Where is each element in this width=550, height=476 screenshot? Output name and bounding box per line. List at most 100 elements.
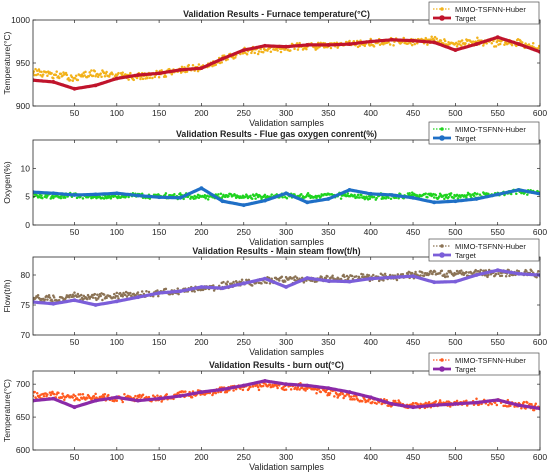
prediction-point — [449, 194, 452, 197]
prediction-point — [530, 269, 533, 273]
legend-label: Target — [455, 14, 477, 23]
prediction-point — [278, 279, 281, 282]
prediction-point — [102, 395, 106, 398]
prediction-point — [64, 71, 68, 75]
prediction-point — [464, 42, 467, 45]
target-point — [516, 42, 521, 46]
legend-label: MIMO-TSFNN-Huber — [455, 356, 526, 365]
prediction-point — [320, 275, 323, 279]
prediction-point — [479, 268, 483, 272]
prediction-point — [527, 43, 531, 46]
prediction-point — [99, 294, 102, 298]
prediction-point — [429, 269, 433, 273]
prediction-point — [476, 36, 479, 40]
prediction-point — [432, 196, 436, 199]
prediction-point — [406, 272, 410, 276]
target-point — [199, 66, 204, 71]
x-axis-label: Validation samples — [249, 237, 324, 247]
prediction-point — [65, 73, 69, 77]
prediction-point — [41, 73, 45, 76]
prediction-point — [279, 50, 283, 54]
prediction-point — [537, 46, 540, 50]
target-point — [495, 268, 500, 273]
prediction-point — [358, 44, 361, 48]
prediction-point — [460, 269, 463, 272]
prediction-point — [360, 193, 363, 197]
prediction-point — [132, 78, 135, 82]
prediction-point — [59, 72, 63, 75]
target-point — [263, 43, 267, 48]
prediction-point — [187, 63, 190, 67]
prediction-point — [372, 45, 376, 48]
target-point — [241, 383, 246, 388]
prediction-point — [298, 41, 301, 45]
x-tick-label: 300 — [279, 452, 293, 462]
prediction-point — [433, 35, 437, 39]
series-group — [33, 378, 540, 412]
x-tick-label: 400 — [364, 337, 378, 347]
chart-panel-1: 50 100 150 200 250 300 350 400 450 500 550 600 900 95… — [2, 1, 547, 128]
prediction-point — [346, 192, 350, 195]
series-target — [33, 268, 540, 307]
prediction-point — [443, 39, 447, 43]
prediction-point — [103, 74, 107, 78]
y-tick-label: 600 — [16, 445, 30, 455]
target-point — [453, 279, 458, 284]
legend-marker-prediction — [440, 127, 444, 131]
prediction-point — [179, 71, 183, 74]
prediction-point — [344, 394, 347, 398]
y-tick-label: 1000 — [11, 15, 30, 25]
prediction-point — [363, 398, 367, 401]
x-tick-label: 150 — [152, 337, 166, 347]
target-point — [495, 192, 500, 197]
prediction-point — [147, 395, 151, 399]
prediction-point — [73, 399, 76, 402]
prediction-point — [33, 390, 36, 394]
prediction-point — [339, 197, 343, 200]
target-point — [33, 190, 35, 195]
prediction-point — [343, 275, 346, 279]
x-tick-label: 500 — [448, 108, 462, 118]
y-tick-label: 0 — [25, 220, 30, 230]
prediction-point — [96, 297, 100, 300]
target-point — [220, 56, 225, 61]
prediction-point — [157, 294, 160, 298]
chart-title: Validation Results - Flue gas oxygen con… — [176, 129, 377, 139]
prediction-point — [295, 276, 299, 280]
chart-panel-3: 50 100 150 200 250 300 350 400 450 500 550 600 70 75 8… — [2, 238, 547, 357]
prediction-point — [329, 46, 333, 50]
prediction-point — [219, 192, 223, 196]
target-point — [432, 200, 437, 205]
prediction-point — [124, 293, 127, 297]
prediction-point — [141, 393, 145, 397]
prediction-point — [520, 406, 523, 410]
prediction-point — [268, 282, 272, 285]
legend-marker-prediction — [440, 358, 444, 362]
target-point — [178, 394, 183, 398]
target-point — [114, 76, 119, 81]
prediction-point — [372, 195, 376, 199]
target-point — [495, 35, 500, 40]
target-point — [516, 271, 521, 276]
target-point — [72, 298, 77, 303]
prediction-point — [146, 76, 149, 80]
prediction-point — [234, 56, 237, 59]
y-tick-label: 10 — [21, 163, 31, 173]
prediction-point — [388, 43, 392, 46]
prediction-point — [261, 384, 265, 388]
x-tick-label: 250 — [237, 108, 251, 118]
legend-box — [428, 238, 540, 262]
chart-panel-2: 50 100 150 200 250 300 350 400 450 500 550 600 0 5 10 V… — [2, 121, 547, 247]
prediction-point — [253, 194, 257, 197]
prediction-point — [422, 274, 426, 277]
x-tick-label: 550 — [491, 227, 505, 237]
prediction-point — [449, 192, 453, 195]
prediction-point — [315, 391, 318, 395]
prediction-point — [155, 69, 158, 73]
legend-box — [428, 1, 540, 25]
prediction-point — [508, 274, 511, 278]
target-point — [368, 276, 373, 281]
target-point — [284, 285, 288, 289]
prediction-point — [70, 75, 74, 79]
x-tick-label: 500 — [448, 337, 462, 347]
